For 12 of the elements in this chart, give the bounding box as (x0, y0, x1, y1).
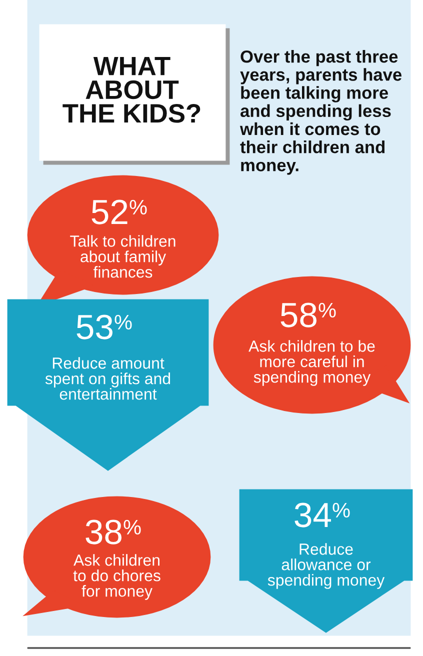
category-label: Reduce allowance or spending money (268, 543, 385, 589)
data-label: 53% (76, 314, 132, 340)
data-label: 38% (86, 520, 141, 544)
data-label: 58% (280, 302, 336, 328)
category-label: Reduce amount spent on gifts and entertainment (45, 357, 170, 400)
data-label: 52% (92, 200, 147, 224)
category-label: Ask children to be more careful in spending money (248, 340, 375, 386)
category-label: Ask children to do chores for money (73, 554, 160, 600)
category-label: Talk to children about family finances (70, 235, 176, 278)
text: WHAT ABOUT THE KIDS? (62, 57, 200, 123)
data-label: 34% (294, 502, 350, 528)
text: Over the past three years, parents have been talking more and spending less when it comes to their children and money. (240, 50, 402, 175)
